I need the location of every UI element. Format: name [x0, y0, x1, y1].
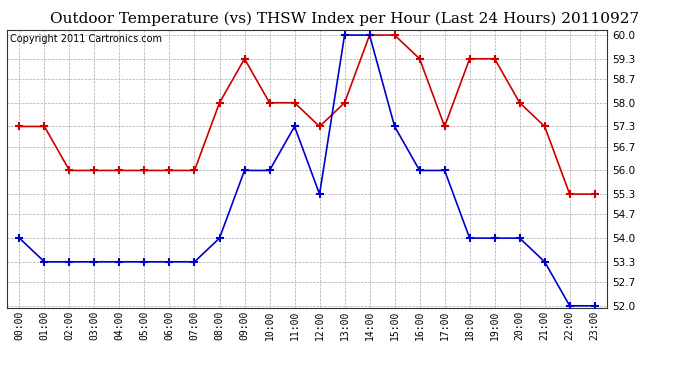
Text: Copyright 2011 Cartronics.com: Copyright 2011 Cartronics.com [10, 34, 162, 44]
Text: Outdoor Temperature (vs) THSW Index per Hour (Last 24 Hours) 20110927: Outdoor Temperature (vs) THSW Index per … [50, 11, 640, 26]
